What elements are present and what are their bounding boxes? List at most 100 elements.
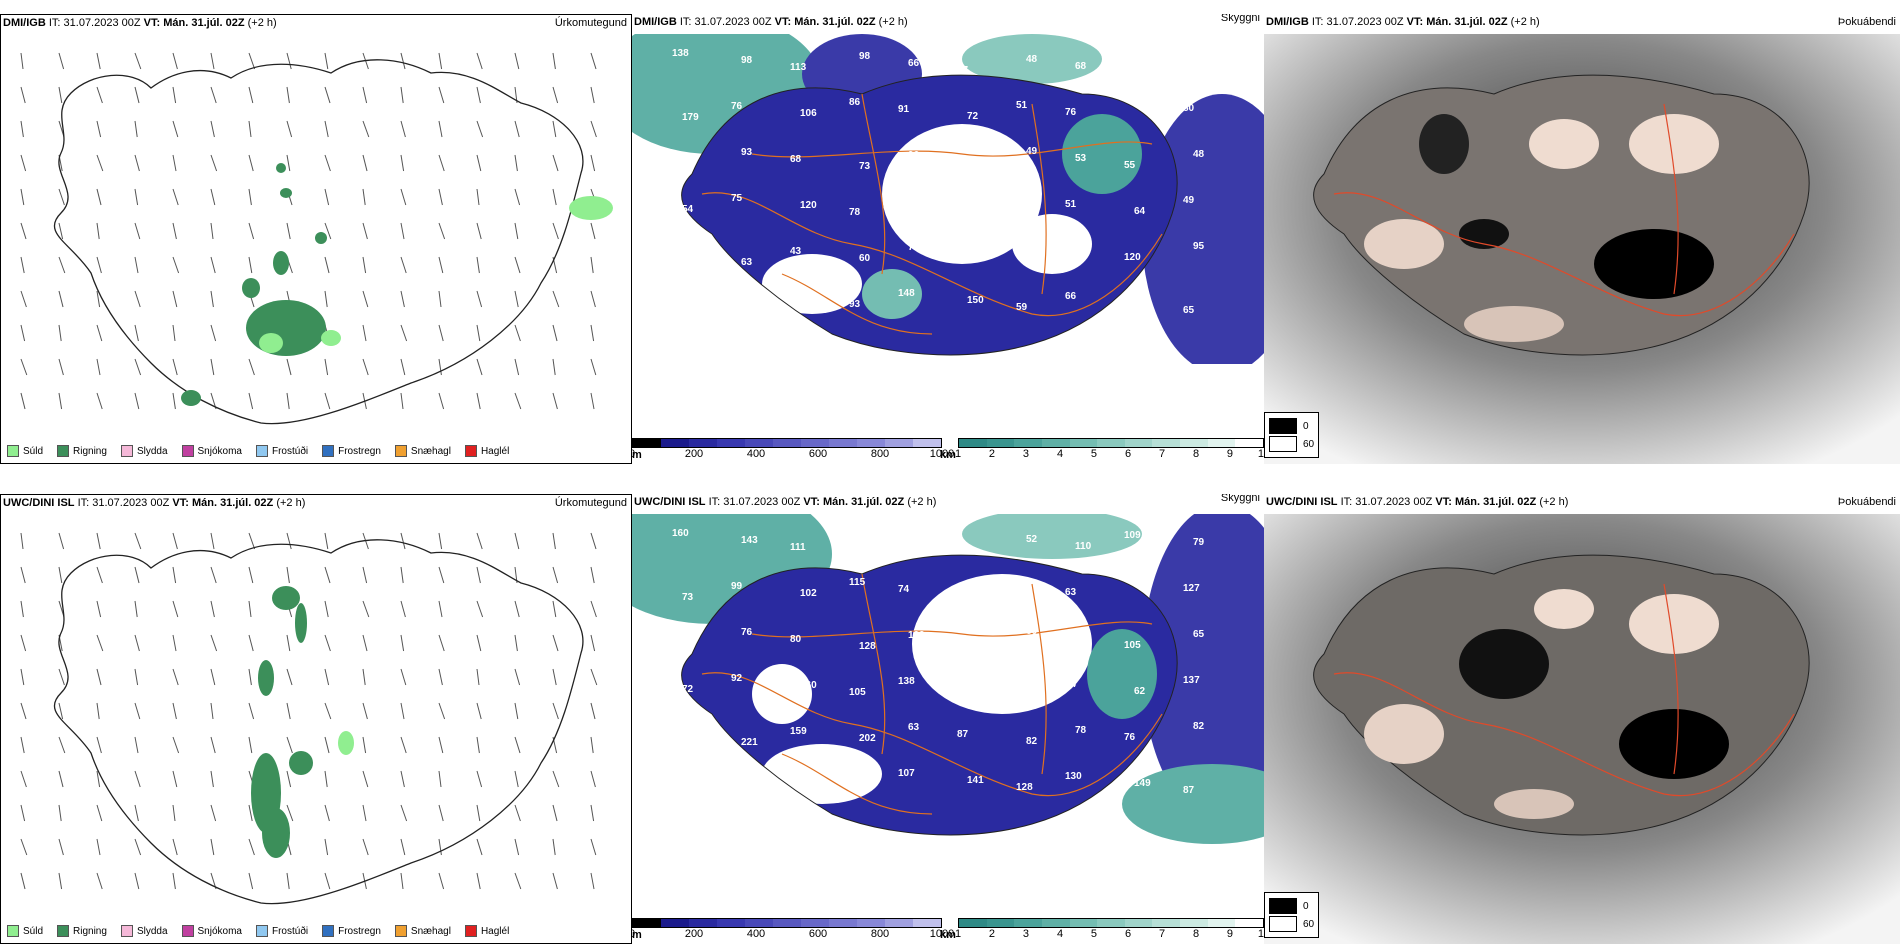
- iceland-outline: [681, 74, 1178, 356]
- visibility-value-label: 110: [967, 203, 984, 214]
- visibility-value-label: 51: [1016, 100, 1028, 111]
- colorbar-segment: [1041, 919, 1070, 927]
- visibility-value-label: 149: [1134, 778, 1151, 789]
- colorbar-segment: [913, 919, 941, 927]
- legend-item: Haglél: [464, 445, 509, 457]
- visibility-value-label: 179: [682, 112, 699, 123]
- visibility-value-label: 59: [1016, 302, 1028, 313]
- precip-map: [20, 52, 613, 425]
- visibility-value-label: 76: [1065, 107, 1077, 118]
- legend-item: Rigning: [57, 925, 107, 937]
- wind-barb: [210, 86, 217, 104]
- visibility-value-label: 159: [790, 726, 807, 737]
- visibility-value-label: 95: [1193, 241, 1205, 252]
- wind-barb: [324, 392, 331, 410]
- wind-barb: [58, 736, 66, 754]
- wind-barb: [210, 634, 218, 652]
- wind-barb: [514, 736, 521, 754]
- wind-barb: [438, 256, 444, 274]
- wind-barb: [172, 702, 177, 720]
- colorbar-segment: [661, 919, 689, 927]
- colorbar-tick: 10: [1257, 448, 1264, 460]
- wind-barb: [96, 600, 102, 618]
- legend-label: Súld: [23, 445, 44, 457]
- wind-barb: [134, 634, 140, 652]
- panel-header: DMI/IGB IT: 31.07.2023 00Z VT: Mán. 31.j…: [3, 17, 277, 29]
- wind-barb: [362, 702, 368, 720]
- wind-barb: [20, 600, 24, 618]
- legend-item: Snjókoma: [181, 925, 242, 937]
- wind-barb: [400, 120, 406, 138]
- visibility-value-label: 111: [790, 542, 806, 553]
- wind-barb: [210, 702, 214, 720]
- wind-barb: [438, 52, 443, 70]
- visibility-value-label: 76: [731, 101, 743, 112]
- visibility-value-label: 134: [967, 683, 984, 694]
- colorbar-segment: [1097, 919, 1125, 927]
- visibility-value-labels: 160 143 111 110 104 99 52 110 109 79 73 99 102 115 74 1…: [672, 528, 1205, 840]
- wind-barb: [552, 154, 559, 172]
- colorbar-segment: [829, 919, 857, 927]
- colorbar-segment: [1180, 439, 1208, 447]
- colorbar-segment: [1124, 439, 1153, 447]
- wind-barb: [172, 256, 180, 274]
- visibility-value-label: 43: [790, 246, 802, 257]
- wind-barb: [58, 52, 65, 70]
- fog-title: Þokuábendi: [1837, 16, 1896, 28]
- wind-barb: [476, 392, 481, 410]
- model-name: UWC/DINI ISL: [3, 497, 75, 509]
- wind-barb: [134, 736, 139, 754]
- legend-swatch: [255, 925, 268, 937]
- wind-barb: [248, 222, 255, 240]
- wind-barb: [20, 256, 25, 274]
- legend-label: Rigning: [73, 925, 107, 937]
- panel-header: UWC/DINI ISL IT: 31.07.2023 00Z VT: Mán.…: [1266, 496, 1568, 508]
- wind-barb: [20, 52, 24, 70]
- wind-barb: [438, 702, 446, 720]
- wind-barb: [514, 290, 519, 308]
- wind-barb: [362, 358, 369, 376]
- legend-item: Snæhagl: [394, 445, 451, 457]
- wind-barb: [514, 872, 522, 890]
- colorbar-segment: [745, 919, 773, 927]
- wind-barb: [476, 290, 483, 308]
- visibility-unit: km: [940, 929, 956, 941]
- visibility-value-label: 91: [898, 104, 910, 115]
- vt-value: Mán. 31.júl. 02Z: [822, 496, 905, 508]
- wind-barb: [286, 804, 294, 822]
- fog-roads: [1333, 583, 1795, 796]
- visibility-value-label: 110: [859, 531, 876, 542]
- wind-barb: [590, 256, 594, 274]
- wind-barbs: [20, 532, 598, 890]
- wind-barb: [590, 668, 598, 686]
- fog-panel-top: DMI/IGB IT: 31.07.2023 00Z VT: Mán. 31.j…: [1264, 14, 1900, 464]
- wind-barb: [96, 838, 101, 856]
- wind-barb: [134, 358, 142, 376]
- wind-barb: [590, 324, 595, 342]
- wind-barb: [286, 222, 291, 240]
- wind-barb: [20, 154, 27, 172]
- wind-barb: [248, 120, 252, 138]
- legend-label: Snæhagl: [410, 925, 451, 937]
- visibility-value-label: 115: [849, 577, 866, 588]
- wind-barb: [210, 154, 218, 172]
- wind-barb: [400, 358, 406, 376]
- legend-item: Rigning: [57, 445, 107, 457]
- visibility-value-label: 63: [741, 257, 753, 268]
- wind-barb: [96, 154, 104, 172]
- legend-swatch: [7, 445, 19, 457]
- wind-barb: [400, 770, 405, 788]
- fog-legend-label: 0: [1303, 900, 1309, 912]
- colorbar-segment: [913, 439, 941, 447]
- wind-barb: [172, 222, 177, 240]
- visibility-value-label: 51: [1016, 192, 1028, 203]
- visibility-value-label: 65: [1193, 629, 1205, 640]
- legend-item: Slydda: [120, 445, 168, 457]
- vt-value: Mán. 31.júl. 02Z: [163, 17, 245, 29]
- wind-barb: [514, 838, 520, 856]
- wind-barb: [210, 52, 215, 70]
- wind-barb: [324, 872, 331, 890]
- wind-barb: [134, 702, 141, 720]
- visibility-value-label: 57: [741, 829, 753, 840]
- wind-barb: [248, 52, 256, 70]
